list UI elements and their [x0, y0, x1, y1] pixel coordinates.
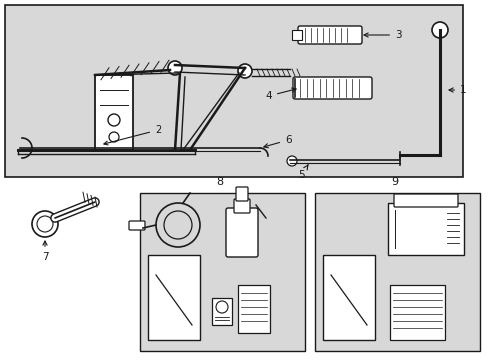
- Text: 7: 7: [42, 241, 49, 262]
- Text: 6: 6: [264, 135, 292, 148]
- Bar: [148, 255, 200, 340]
- Text: 3: 3: [364, 30, 402, 40]
- Circle shape: [32, 211, 58, 237]
- FancyBboxPatch shape: [226, 208, 258, 257]
- Bar: [323, 255, 375, 340]
- Circle shape: [238, 64, 252, 78]
- Circle shape: [109, 132, 119, 142]
- Text: 4: 4: [266, 88, 296, 101]
- FancyBboxPatch shape: [129, 221, 145, 230]
- Bar: [315, 193, 480, 351]
- Circle shape: [287, 156, 297, 166]
- Text: 9: 9: [392, 177, 398, 187]
- FancyBboxPatch shape: [293, 77, 372, 99]
- Bar: [238, 285, 270, 333]
- Circle shape: [216, 301, 228, 313]
- Circle shape: [168, 61, 182, 75]
- Text: 5: 5: [298, 165, 308, 180]
- FancyBboxPatch shape: [394, 194, 458, 207]
- Circle shape: [108, 114, 120, 126]
- Circle shape: [432, 22, 448, 38]
- FancyBboxPatch shape: [298, 26, 362, 44]
- Text: 1: 1: [449, 85, 466, 95]
- Bar: [212, 298, 232, 325]
- Bar: [140, 193, 305, 351]
- FancyBboxPatch shape: [234, 199, 250, 213]
- Circle shape: [37, 216, 53, 232]
- Text: 2: 2: [104, 125, 161, 145]
- Bar: [95, 75, 133, 150]
- Bar: [5, 5, 463, 177]
- FancyBboxPatch shape: [292, 30, 302, 40]
- FancyBboxPatch shape: [236, 187, 248, 201]
- FancyBboxPatch shape: [388, 203, 464, 255]
- Bar: [390, 285, 445, 340]
- Text: 8: 8: [217, 177, 223, 187]
